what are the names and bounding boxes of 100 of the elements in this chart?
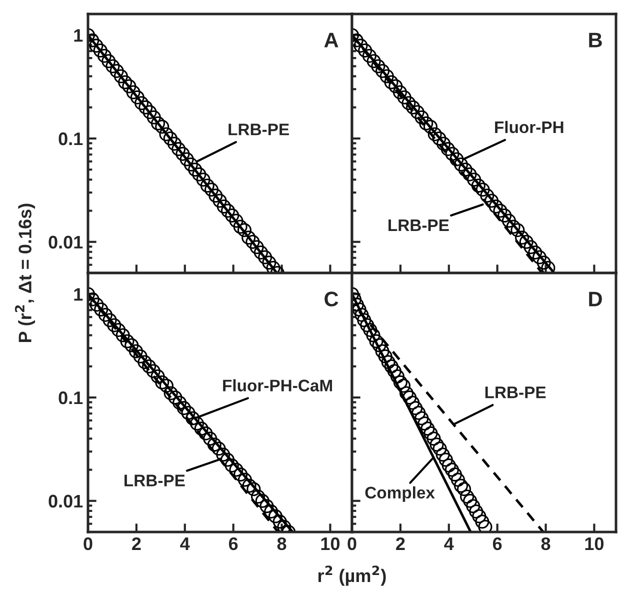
point [176,146,190,161]
point [463,494,478,508]
annotation: Fluor-PH-CaM [223,379,332,392]
point [450,152,464,166]
point [376,64,390,78]
point [196,172,210,187]
point [369,334,384,348]
point [541,260,556,273]
point [366,54,381,68]
point [224,458,239,472]
point [266,260,280,273]
point [360,318,374,332]
x-tick-label: 2 [396,537,405,550]
point [414,411,429,426]
point [357,313,372,328]
point [352,302,366,316]
point [375,344,390,358]
point [397,90,412,104]
point [445,146,460,161]
point [130,90,144,104]
point [207,438,222,452]
point [142,359,156,374]
point [146,364,160,378]
point [432,131,446,146]
point [94,302,108,316]
point [159,127,174,142]
point [208,188,223,203]
point [251,490,266,504]
point [225,208,240,222]
point [188,162,202,177]
point [462,167,477,182]
point [237,223,252,238]
point [467,172,482,187]
point [393,375,408,390]
point [212,442,226,456]
annotation: LRB-PE [388,220,449,232]
annotation: LRB-PE [124,474,185,486]
point [498,208,512,222]
point [255,494,270,508]
point [380,69,394,84]
x-tick-label: 8 [277,537,286,550]
point [460,490,474,504]
point [471,178,486,193]
point [155,120,170,134]
point [420,422,435,436]
point [484,194,499,208]
x-tick-label: 10 [585,537,604,550]
point [262,256,276,270]
point [454,478,468,493]
point [387,364,402,378]
point [155,375,170,390]
point [366,328,380,342]
point [159,378,174,393]
annotation: D [589,292,602,306]
point [480,188,494,203]
point [258,250,272,264]
point [120,334,134,348]
point [384,75,398,90]
point [272,514,287,529]
point [233,220,248,234]
point [124,338,139,352]
point [402,96,416,110]
point [428,127,442,142]
x-tick-label: 6 [492,537,502,550]
point [457,482,472,496]
point [264,504,278,518]
point [493,204,508,218]
point [478,520,492,532]
annotation: LRB-PE [485,386,546,398]
point [418,416,432,431]
point [138,355,152,370]
point [476,182,490,197]
point [412,406,426,420]
point [371,59,386,74]
y-tick-label: 0.01 [48,494,83,508]
point [181,406,196,420]
point [510,223,525,238]
point [454,158,468,172]
point [362,48,376,63]
x-tick-label: 10 [321,537,340,550]
annotation: B [589,32,602,48]
x-tick-label: 6 [228,537,238,550]
point [106,59,120,74]
point [167,136,182,151]
point [358,43,372,58]
point [216,448,230,462]
point [194,422,208,436]
point [450,472,465,487]
annotation: C [324,292,338,306]
point [163,131,178,146]
point [442,458,456,472]
x-tick-label: 4 [180,538,190,550]
point [234,467,248,482]
point [515,230,530,245]
point [410,105,424,120]
point [176,401,191,416]
point [102,54,116,68]
point [246,482,261,496]
point [260,499,274,514]
point [180,152,194,166]
